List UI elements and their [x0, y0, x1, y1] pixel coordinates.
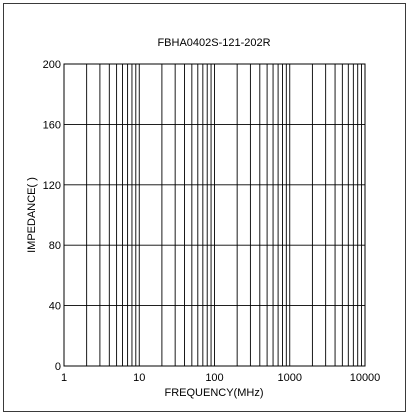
- y-tick-label: 160: [43, 119, 61, 131]
- x-tick-label: 1000: [278, 372, 302, 384]
- y-tick-label: 0: [55, 361, 61, 373]
- y-axis-label: IMPEDANCE( ): [26, 177, 38, 253]
- chart-frame: [3, 3, 406, 412]
- y-tick-label: 40: [49, 301, 61, 313]
- y-tick-labels: 0 40 80 120 160 200: [43, 59, 61, 373]
- chart-title: FBHA0402S-121-202R: [157, 37, 270, 49]
- x-axis-label: FREQUENCY(MHz): [165, 387, 264, 399]
- x-tick-label: 10000: [350, 372, 381, 384]
- plot-area: [63, 63, 366, 367]
- y-tick-label: 120: [43, 180, 61, 192]
- x-tick-label: 1: [61, 372, 67, 384]
- y-tick-label: 200: [43, 59, 61, 71]
- x-tick-label: 10: [133, 372, 145, 384]
- x-tick-labels: 1 10 100 1000 10000: [61, 372, 380, 384]
- y-tick-label: 80: [49, 240, 61, 252]
- x-tick-label: 100: [205, 372, 223, 384]
- grid: [64, 64, 365, 366]
